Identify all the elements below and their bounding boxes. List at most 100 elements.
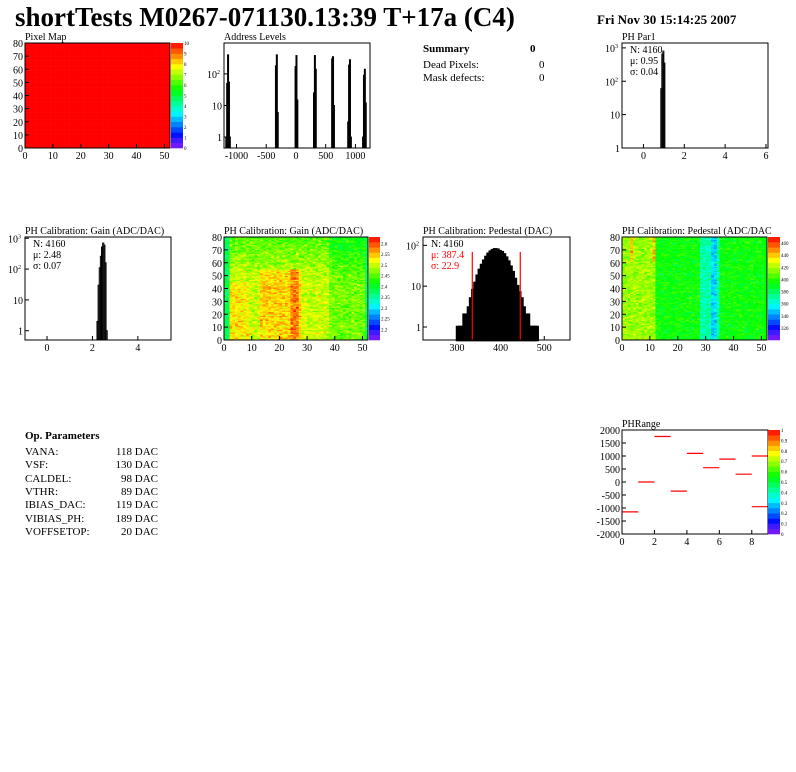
heatmap-cell: [36, 64, 40, 66]
heatmap-cell: [111, 88, 115, 91]
heatmap-cell: [161, 146, 165, 149]
heatmap-cell: [103, 115, 107, 117]
heatmap-cell: [41, 62, 45, 65]
heatmap-cell: [130, 100, 135, 103]
heatmap-cell: [41, 132, 45, 134]
heatmap-cell: [119, 82, 123, 84]
heatmap-cell: [97, 71, 101, 74]
heatmap-cell: [108, 106, 112, 108]
heatmap-cell: [97, 83, 101, 86]
heatmap-cell: [125, 124, 129, 126]
heatmap-cell: [240, 264, 244, 266]
heatmap-cell: [72, 119, 76, 121]
heatmap-cell: [80, 86, 84, 88]
heatmap-cell: [25, 60, 29, 62]
heatmap-cell: [161, 102, 165, 104]
heatmap-cell: [103, 92, 107, 95]
heatmap-cell: [69, 52, 73, 54]
heatmap-cell: [86, 109, 90, 112]
heatmap-cell: [75, 43, 79, 45]
heatmap-cell: [44, 48, 48, 50]
heatmap-cell: [47, 100, 51, 103]
heatmap-cell: [150, 113, 154, 116]
heatmap-cell: [55, 49, 59, 52]
heatmap-cell: [111, 141, 115, 144]
heatmap-cell: [128, 142, 132, 145]
heatmap-cell: [156, 67, 160, 70]
heatmap-cell: [55, 109, 59, 112]
heatmap-cell: [108, 61, 112, 63]
heatmap-cell: [25, 48, 29, 50]
heatmap-cell: [229, 249, 233, 252]
heatmap-cell: [61, 73, 65, 75]
heatmap-cell: [75, 138, 79, 141]
heatmap-cell: [150, 60, 154, 62]
heatmap-cell: [100, 104, 104, 107]
heatmap-cell: [89, 113, 93, 116]
heatmap-cell: [229, 330, 233, 333]
heatmap-cell: [55, 58, 59, 61]
heatmap-cell: [136, 146, 140, 149]
heatmap-cell: [167, 52, 171, 54]
heatmap-cell: [117, 50, 121, 53]
heatmap-cell: [91, 43, 96, 45]
heatmap-cell: [27, 145, 31, 147]
heatmap-cell: [86, 57, 90, 60]
heatmap-cell: [156, 64, 160, 66]
heatmap-cell: [66, 45, 70, 48]
heatmap-cell: [100, 125, 104, 128]
heatmap-cell: [128, 123, 132, 125]
heatmap-cell: [100, 136, 104, 138]
heatmap-cell: [156, 60, 160, 62]
heatmap-cell: [229, 318, 233, 320]
heatmap-cell: [36, 99, 40, 102]
heatmap-cell: [25, 49, 29, 52]
heatmap-cell: [100, 91, 104, 94]
heatmap-cell: [229, 287, 233, 289]
heatmap-cell: [229, 265, 233, 267]
heatmap-cell: [167, 46, 171, 49]
heatmap-cell: [103, 112, 107, 115]
heatmap-cell: [130, 56, 135, 58]
heatmap-cell: [55, 103, 59, 105]
heatmap-cell: [167, 108, 171, 111]
heatmap-cell: [41, 78, 45, 81]
heatmap-cell: [27, 45, 31, 48]
heatmap-cell: [77, 78, 82, 81]
heatmap-cell: [128, 124, 132, 126]
heatmap-cell: [114, 115, 118, 117]
heatmap-cell: [232, 332, 236, 334]
heatmap-cell: [133, 91, 137, 94]
heatmap-cell: [144, 124, 148, 126]
heatmap-cell: [139, 130, 143, 133]
heatmap-cell: [75, 128, 79, 130]
heatmap-cell: [114, 87, 118, 90]
heatmap-cell: [128, 73, 132, 75]
heatmap-cell: [136, 121, 140, 124]
heatmap-cell: [100, 90, 104, 92]
heatmap-cell: [147, 45, 151, 48]
heatmap-cell: [44, 58, 48, 61]
heatmap-cell: [122, 48, 126, 50]
heatmap-cell: [86, 115, 90, 117]
heatmap-cell: [153, 128, 157, 130]
heatmap-cell: [161, 52, 165, 54]
heatmap-cell: [237, 319, 241, 321]
heatmap-cell: [232, 318, 236, 320]
heatmap-cell: [52, 130, 56, 133]
heatmap-cell: [111, 44, 115, 46]
heatmap-cell: [91, 53, 96, 56]
heatmap-cell: [111, 133, 115, 136]
heatmap-cell: [77, 54, 82, 57]
heatmap-cell: [69, 73, 73, 75]
heatmap-cell: [36, 109, 40, 112]
heatmap-cell: [226, 244, 230, 247]
heatmap-cell: [226, 320, 230, 323]
heatmap-cell: [147, 119, 151, 121]
heatmap-cell: [156, 124, 160, 126]
heatmap-cell: [139, 138, 143, 141]
heatmap-cell: [139, 73, 143, 75]
heatmap-cell: [122, 109, 126, 112]
heatmap-cell: [153, 82, 157, 84]
heatmap-cell: [50, 86, 54, 88]
